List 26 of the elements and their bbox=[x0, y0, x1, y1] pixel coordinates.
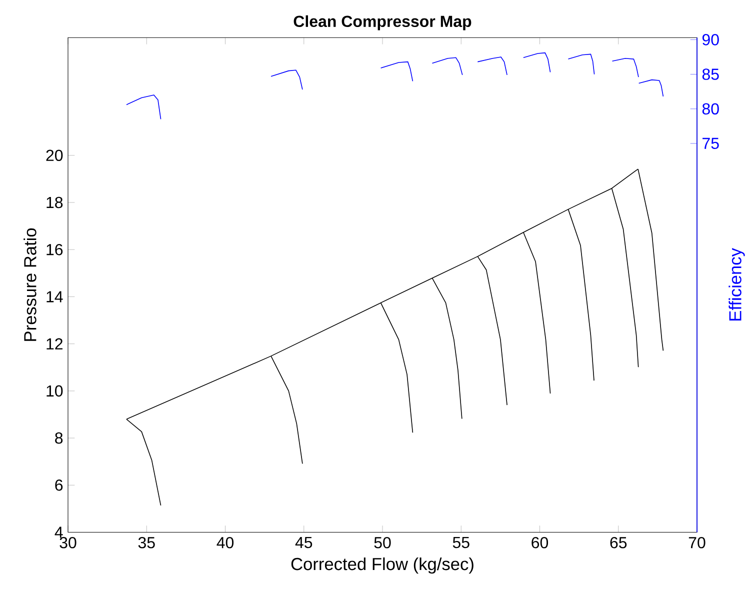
x-tick-label: 70 bbox=[688, 536, 706, 548]
x-tick-label: 45 bbox=[295, 536, 312, 548]
y-tick-label: 8 bbox=[55, 432, 63, 444]
x-tick-label: 30 bbox=[60, 536, 76, 548]
x-tick-label: 35 bbox=[138, 536, 155, 548]
chart-title: Clean Compressor Map bbox=[294, 15, 472, 30]
y2-tick-label: 90 bbox=[702, 34, 719, 46]
y-tick-label: 20 bbox=[46, 150, 63, 162]
y2-axis-title: Efficiency bbox=[728, 248, 745, 320]
y-tick-label: 14 bbox=[46, 291, 63, 302]
x-axis-title: Corrected Flow (kg/sec) bbox=[291, 557, 474, 574]
x-tick-label: 65 bbox=[610, 536, 627, 548]
y-tick-label: 4 bbox=[54, 526, 63, 538]
y2-tick-label: 80 bbox=[702, 103, 719, 115]
y-tick-label: 10 bbox=[46, 385, 63, 397]
y-tick-label: 18 bbox=[46, 196, 63, 208]
x-tick-label: 50 bbox=[374, 536, 391, 548]
x-tick-label: 55 bbox=[452, 536, 470, 548]
y2-tick-label: 85 bbox=[702, 68, 719, 80]
y-axis-title: Pressure Ratio bbox=[24, 228, 36, 341]
x-tick-label: 40 bbox=[216, 536, 234, 548]
y-tick-label: 12 bbox=[46, 338, 62, 350]
y-tick-label: 16 bbox=[46, 244, 63, 256]
y2-tick-label: 75 bbox=[702, 138, 719, 150]
x-tick-label: 60 bbox=[532, 536, 548, 548]
y-tick-label: 6 bbox=[55, 479, 63, 491]
